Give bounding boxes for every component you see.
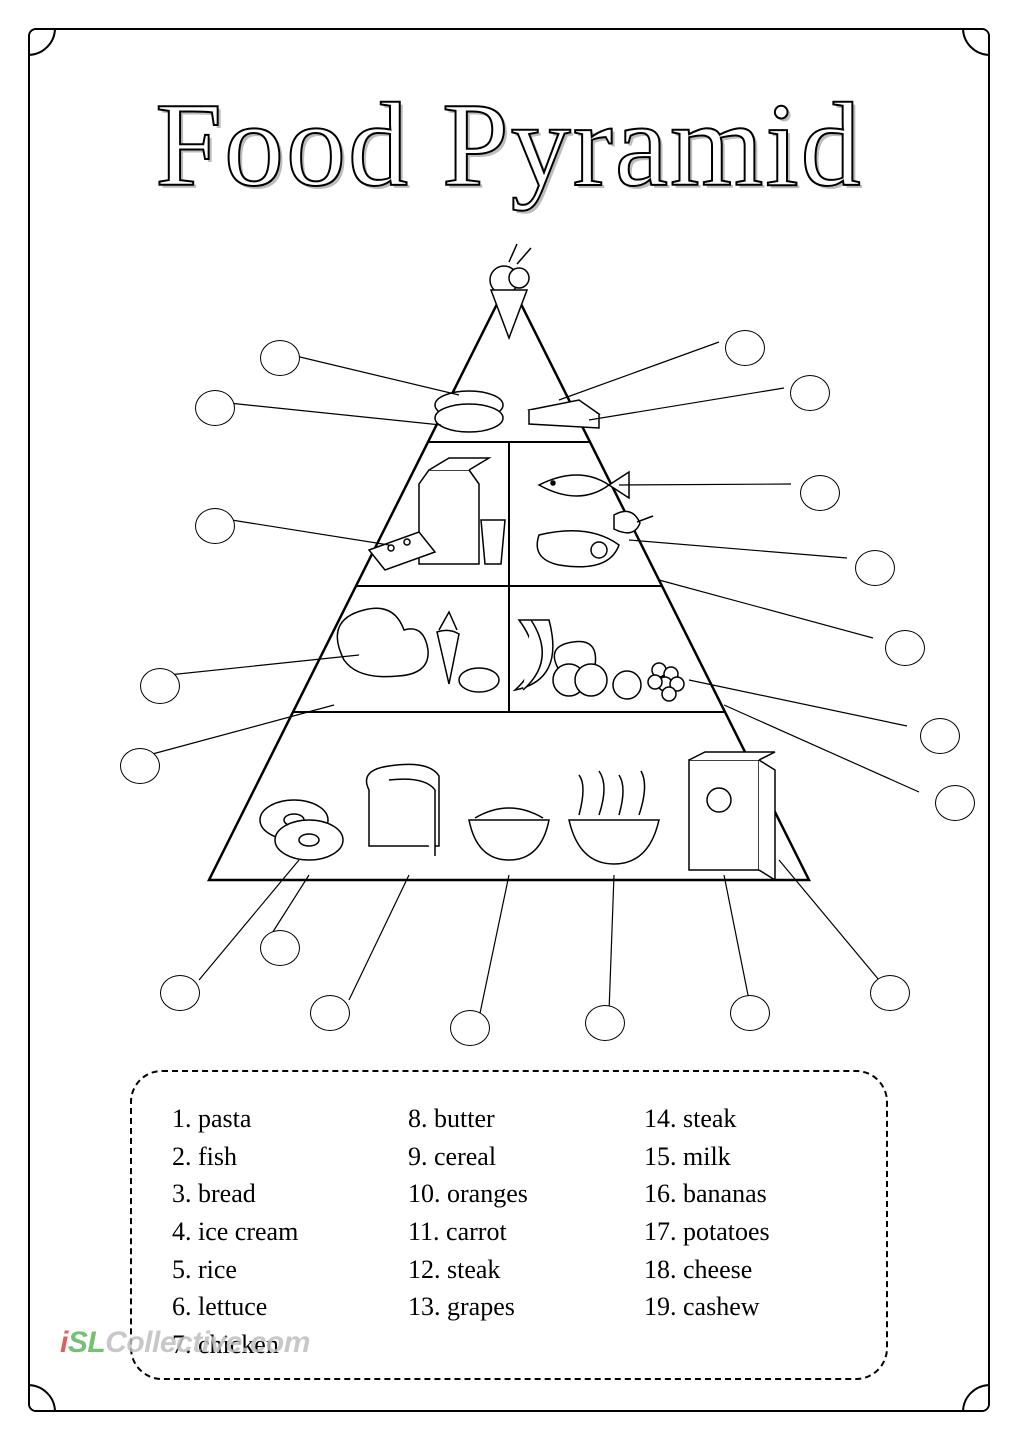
answer-bubble[interactable] — [260, 340, 300, 376]
bread-icon — [367, 764, 440, 856]
answer-bubble[interactable] — [725, 330, 765, 366]
answer-bubble[interactable] — [140, 668, 180, 704]
answer-bubble[interactable] — [160, 975, 200, 1011]
corner-notch — [962, 28, 990, 56]
wordbank-box: 1. pasta 2. fish 3. bread 4. ice cream 5… — [130, 1070, 888, 1380]
answer-bubble[interactable] — [935, 785, 975, 821]
cereal-box-icon — [689, 752, 775, 880]
wordbank-item: 14. steak — [644, 1100, 846, 1138]
wordbank-item: 13. grapes — [408, 1288, 610, 1326]
wordbank-item: 12. steak — [408, 1251, 610, 1289]
page-frame: Food Pyramid — [28, 28, 990, 1412]
wordbank-col-2: 8. butter 9. cereal 10. oranges 11. carr… — [408, 1100, 610, 1364]
answer-bubble[interactable] — [870, 975, 910, 1011]
answer-bubble[interactable] — [195, 390, 235, 426]
answer-bubble[interactable] — [920, 718, 960, 754]
answer-bubble[interactable] — [800, 475, 840, 511]
wordbank-item: 18. cheese — [644, 1251, 846, 1289]
potato-icon — [459, 668, 499, 692]
answer-bubble[interactable] — [790, 375, 830, 411]
answer-bubble[interactable] — [260, 930, 300, 966]
orange-icon — [613, 671, 641, 699]
cookie-icon — [435, 391, 503, 432]
wordbank-col-3: 14. steak 15. milk 16. bananas 17. potat… — [644, 1100, 846, 1364]
wordbank-item: 11. carrot — [408, 1213, 610, 1251]
chicken-leg-icon — [614, 511, 653, 532]
answer-bubble[interactable] — [450, 1010, 490, 1046]
corner-notch — [962, 1384, 990, 1412]
wordbank-item: 9. cereal — [408, 1138, 610, 1176]
wordbank-item: 8. butter — [408, 1100, 610, 1138]
wordbank-item: 2. fish — [172, 1138, 374, 1176]
answer-bubble[interactable] — [730, 995, 770, 1031]
wordbank-item: 5. rice — [172, 1251, 374, 1289]
wordbank-item: 3. bread — [172, 1175, 374, 1213]
wordbank-col-1: 1. pasta 2. fish 3. bread 4. ice cream 5… — [172, 1100, 374, 1364]
wordbank-item: 6. lettuce — [172, 1288, 374, 1326]
answer-bubble[interactable] — [195, 508, 235, 544]
corner-notch — [28, 1384, 56, 1412]
wordbank-item: 7. chicken — [172, 1326, 374, 1364]
wordbank-item: 15. milk — [644, 1138, 846, 1176]
answer-bubble[interactable] — [310, 995, 350, 1031]
corner-notch — [28, 28, 56, 56]
wordbank-item: 4. ice cream — [172, 1213, 374, 1251]
wordbank-item: 10. oranges — [408, 1175, 610, 1213]
glass-icon — [481, 520, 505, 564]
wordbank-item: 17. potatoes — [644, 1213, 846, 1251]
answer-bubble[interactable] — [585, 1005, 625, 1041]
wordbank-item: 19. cashew — [644, 1288, 846, 1326]
page-title: Food Pyramid — [30, 85, 988, 205]
wordbank-item: 1. pasta — [172, 1100, 374, 1138]
wordbank-item: 16. bananas — [644, 1175, 846, 1213]
answer-bubble[interactable] — [855, 550, 895, 586]
answer-bubble[interactable] — [885, 630, 925, 666]
answer-bubble[interactable] — [120, 748, 160, 784]
